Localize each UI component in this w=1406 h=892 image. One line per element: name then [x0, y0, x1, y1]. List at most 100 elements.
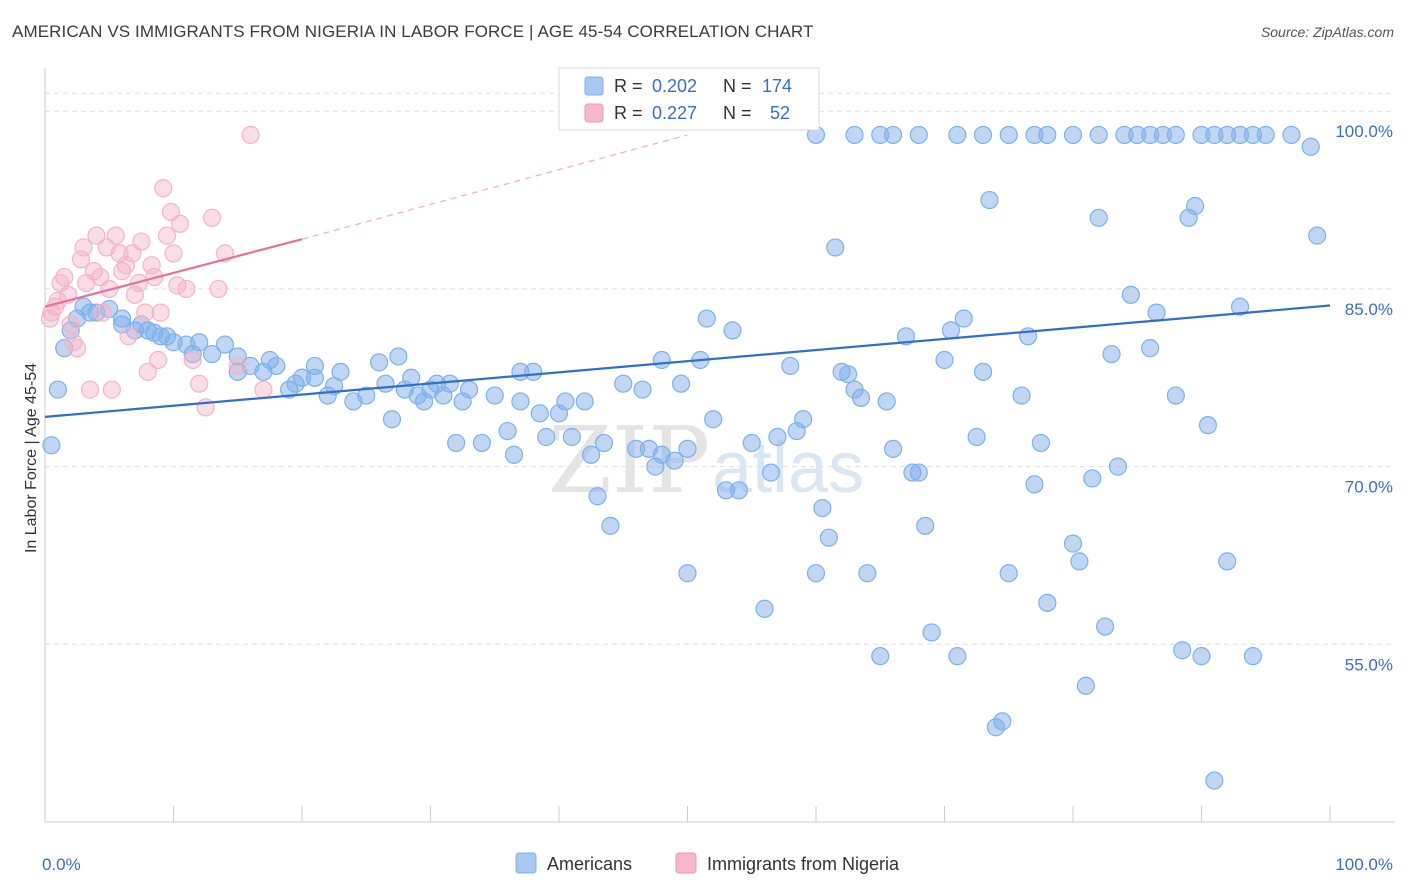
americans-point-147	[1243, 647, 1263, 666]
nigeria-point-44	[190, 374, 209, 393]
nigeria-point-15	[87, 226, 106, 245]
americans-point-109	[909, 463, 928, 482]
americans-point-110	[916, 516, 935, 535]
nigeria-point-32	[142, 256, 161, 275]
americans-point-97	[819, 528, 838, 547]
americans-point-100	[839, 365, 858, 384]
americans-point-129	[1076, 676, 1095, 695]
americans-point-153	[1063, 125, 1083, 145]
americans-point-111	[922, 623, 941, 642]
americans-point-65	[562, 427, 581, 447]
stats-legend: R = 0.202 N = 174 R = 0.227 N = 52	[558, 67, 820, 131]
americans-point-28	[267, 356, 286, 376]
y-axis-label: In Labor Force | Age 45-54	[23, 363, 40, 553]
americans-point-83	[697, 309, 716, 328]
y-tick-label-3: 100.0%	[1335, 122, 1393, 141]
americans-point-151	[999, 125, 1018, 145]
americans-point-173	[1256, 125, 1275, 145]
nigeria-point-27	[125, 285, 145, 304]
americans-point-168	[883, 125, 903, 145]
americans-point-126	[1038, 593, 1057, 612]
americans-point-149	[909, 125, 928, 145]
y-tick-label-0: 55.0%	[1345, 655, 1393, 674]
americans-point-103	[858, 564, 877, 583]
stats-legend-n-value-americans: 174	[762, 76, 792, 96]
americans-point-167	[845, 125, 864, 145]
americans-point-68	[588, 487, 607, 506]
nigeria-point-50	[228, 356, 247, 376]
x-tick-label-right: 100.0%	[1335, 855, 1393, 874]
americans-point-64	[556, 392, 575, 411]
nigeria-point-0	[40, 309, 60, 328]
americans-point-106	[883, 439, 903, 458]
americans-point-165	[1308, 226, 1327, 245]
americans-point-95	[806, 564, 826, 583]
nigeria-point-39	[164, 244, 183, 263]
americans-point-143	[1198, 416, 1218, 435]
tick-labels: 55.0% 70.0% 85.0% 100.0% 0.0% 100.0%	[42, 122, 1393, 874]
nigeria-point-47	[209, 279, 228, 299]
nigeria-point-21	[106, 226, 125, 245]
americans-point-36	[331, 362, 350, 381]
americans-point-146	[1230, 297, 1250, 316]
watermark: ZIP atlas	[548, 407, 864, 514]
watermark-zip: ZIP	[548, 407, 710, 514]
americans-point-76	[652, 350, 671, 370]
americans-point-115	[954, 309, 973, 328]
nigeria-trend-extension	[301, 134, 688, 240]
americans-point-79	[671, 374, 691, 393]
americans-point-78	[665, 451, 684, 470]
legend-label-nigeria: Immigrants from Nigeria	[707, 854, 900, 874]
americans-point-105	[877, 392, 896, 411]
nigeria-point-24	[116, 256, 136, 275]
nigeria-point-36	[154, 179, 173, 198]
nigeria-point-22	[110, 244, 129, 263]
americans-point-69	[594, 433, 614, 453]
americans-point-104	[871, 647, 890, 666]
americans-point-86	[723, 321, 742, 340]
americans-point-73	[633, 380, 652, 399]
americans-point-0	[42, 436, 61, 455]
americans-point-141	[1185, 196, 1205, 216]
americans-point-41	[382, 410, 402, 429]
americans-point-132	[1096, 617, 1115, 636]
legend-swatch-americans	[515, 852, 537, 874]
nigeria-point-37	[157, 226, 177, 245]
americans-point-40	[376, 374, 395, 393]
americans-point-131	[1089, 208, 1108, 227]
americans-point-121	[999, 564, 1018, 583]
americans-point-58	[511, 392, 530, 411]
stats-legend-r-value-nigeria: 0.227	[652, 103, 697, 123]
americans-point-138	[1166, 386, 1185, 405]
nigeria-point-25	[119, 327, 138, 346]
americans-point-154	[1089, 125, 1108, 145]
nigeria-point-11	[74, 238, 93, 257]
americans-point-44	[402, 368, 421, 387]
stats-legend-n-label-nigeria: N =	[723, 103, 752, 123]
americans-point-125	[1031, 433, 1050, 453]
nigeria-point-5	[55, 267, 74, 287]
americans-point-67	[582, 445, 601, 464]
americans-point-51	[447, 433, 466, 453]
americans-point-81	[678, 439, 697, 458]
americans-point-134	[1108, 457, 1128, 476]
americans-point-61	[530, 404, 549, 423]
americans-point-42	[389, 347, 408, 366]
nigeria-point-13	[80, 380, 100, 399]
americans-trend-line	[44, 304, 1331, 418]
americans-point-117	[973, 362, 993, 381]
americans-point-38	[357, 386, 376, 405]
americans-point-53	[459, 380, 479, 399]
americans-point-164	[1301, 137, 1320, 156]
americans-point-60	[524, 362, 543, 381]
chart-title: AMERICAN VS IMMIGRANTS FROM NIGERIA IN L…	[12, 22, 814, 41]
americans-point-84	[704, 410, 723, 429]
americans-point-124	[1025, 475, 1044, 494]
nigeria-point-49	[241, 125, 260, 145]
nigeria-point-10	[71, 250, 91, 269]
stats-legend-n-value-nigeria: 52	[770, 103, 790, 123]
americans-point-96	[813, 498, 832, 518]
americans-point-50	[440, 374, 459, 393]
americans-point-21	[202, 344, 222, 364]
americans-point-87	[729, 481, 749, 500]
